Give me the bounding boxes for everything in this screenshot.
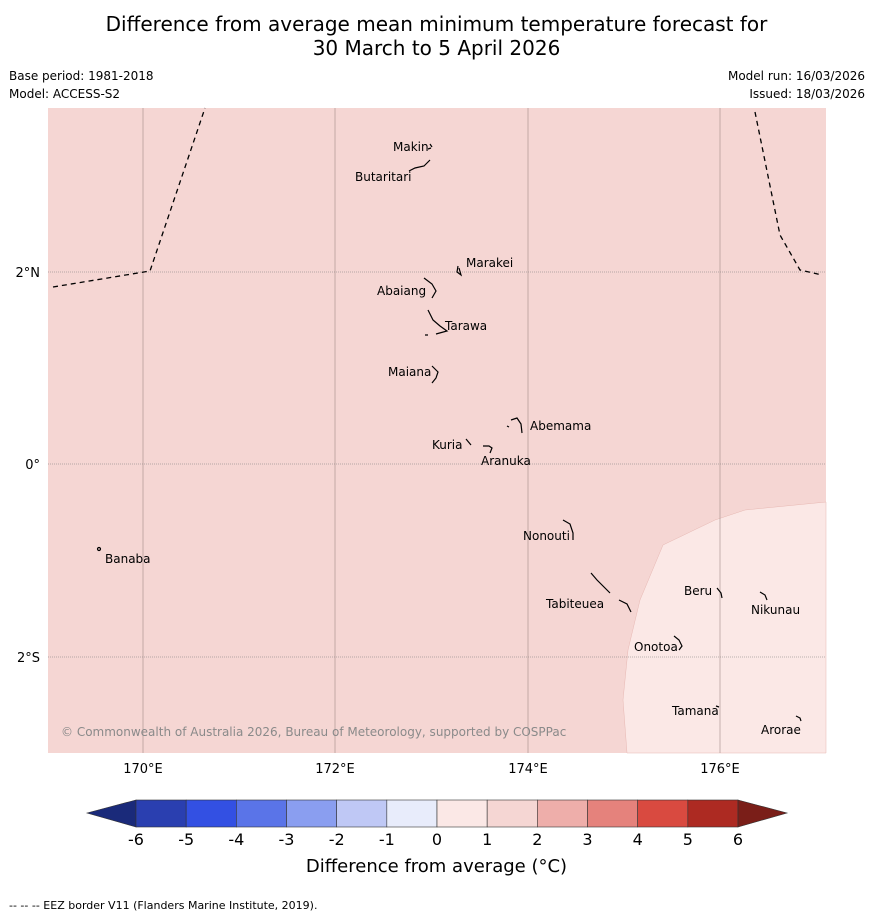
colorbar-tick: 3	[582, 830, 592, 849]
colorbar-tick: 6	[733, 830, 743, 849]
lat-tick-labels: 2°N 0° 2°S	[16, 266, 41, 666]
colorbar-tick: -5	[178, 830, 194, 849]
lon-tick-172e: 172°E	[315, 762, 355, 777]
island-maiana	[431, 365, 439, 384]
island-nikunau	[759, 591, 768, 601]
colorbar-segment	[236, 799, 287, 828]
label-maiana: Maiana	[388, 365, 431, 379]
label-abemama: Abemama	[530, 419, 591, 433]
meta-left: Base period: 1981-2018 Model: ACCESS-S2	[9, 67, 154, 103]
colorbar-segment	[537, 799, 588, 828]
colorbar-tick: 4	[633, 830, 643, 849]
eez-border-east	[754, 111, 823, 276]
colorbar-segments	[135, 799, 739, 828]
colorbar-under-arrow	[85, 799, 137, 828]
colorbar-tick: 5	[683, 830, 693, 849]
eez-footnote: -- -- -- EEZ border V11 (Flanders Marine…	[9, 899, 318, 912]
lat-tick-0: 0°	[25, 458, 40, 473]
island-marakei	[456, 265, 463, 277]
title-line-1: Difference from average mean minimum tem…	[105, 12, 768, 36]
issued-date: Issued: 18/03/2026	[749, 87, 865, 101]
island-nonouti	[562, 519, 574, 540]
colorbar-tick: -6	[128, 830, 144, 849]
lon-tick-174e: 174°E	[508, 762, 548, 777]
colorbar-segment	[637, 799, 689, 828]
lon-tick-176e: 176°E	[700, 762, 740, 777]
model-run: Model run: 16/03/2026	[727, 69, 865, 83]
label-tabiteuea: Tabiteuea	[545, 597, 604, 611]
colorbar-tick: 1	[482, 830, 492, 849]
label-arorae: Arorae	[761, 723, 801, 737]
eez-borders	[52, 107, 823, 288]
gridlines	[48, 271, 826, 658]
place-labels: Makin Butaritari Marakei Abaiang Tarawa …	[105, 140, 801, 737]
base-period: Base period: 1981-2018	[9, 69, 154, 83]
label-tarawa: Tarawa	[444, 319, 487, 333]
meridians	[142, 108, 721, 753]
island-tabiteuea	[590, 572, 632, 613]
colorbar-tick: -4	[228, 830, 244, 849]
colorbar-segment	[486, 799, 538, 828]
meta-right: Model run: 16/03/2026 Issued: 18/03/2026	[728, 67, 865, 103]
label-tamana: Tamana	[671, 704, 719, 718]
island-tamana	[715, 705, 720, 708]
lat-tick-2n: 2°N	[16, 266, 41, 281]
map-title: Difference from average mean minimum tem…	[0, 12, 873, 60]
copyright-notice: © Commonwealth of Australia 2026, Bureau…	[61, 725, 566, 739]
colorbar: -6 -5 -4 -3 -2 -1 0 1 2 3 4 5 6	[85, 799, 789, 849]
title-line-2: 30 March to 5 April 2026	[312, 36, 561, 60]
colorbar-segment	[185, 799, 237, 828]
island-tarawa	[425, 309, 449, 336]
label-makin: Makin	[393, 140, 429, 154]
lat-tick-2s: 2°S	[17, 651, 40, 666]
island-abemama	[506, 417, 523, 434]
colorbar-segment	[135, 799, 187, 828]
island-kuria	[465, 438, 472, 446]
colorbar-tick-labels: -6 -5 -4 -3 -2 -1 0 1 2 3 4 5 6	[128, 830, 743, 849]
island-arorae	[795, 715, 802, 722]
island-makin	[427, 143, 433, 150]
colorbar-tick: 0	[432, 830, 442, 849]
lon-tick-labels: 170°E 172°E 174°E 176°E	[123, 762, 740, 777]
island-banaba	[96, 546, 102, 552]
colorbar-tick: -2	[329, 830, 345, 849]
label-banaba: Banaba	[105, 552, 151, 566]
label-nikunau: Nikunau	[751, 603, 800, 617]
colorbar-segment	[436, 799, 488, 828]
colorbar-segment	[386, 799, 438, 828]
label-onotoa: Onotoa	[634, 640, 678, 654]
colorbar-tick: -1	[379, 830, 395, 849]
island-beru	[716, 587, 723, 599]
island-butaritari	[408, 159, 431, 172]
island-abaiang	[423, 277, 437, 299]
label-abaiang: Abaiang	[377, 284, 426, 298]
model-name: Model: ACCESS-S2	[9, 87, 121, 101]
label-aranuka: Aranuka	[481, 454, 531, 468]
anomaly-region-low	[622, 501, 827, 754]
colorbar-tick: -3	[279, 830, 295, 849]
colorbar-segment	[687, 799, 739, 828]
island-aranuka	[483, 445, 493, 454]
islands	[96, 143, 802, 722]
label-kuria: Kuria	[432, 438, 463, 452]
label-marakei: Marakei	[466, 256, 513, 270]
label-butaritari: Butaritari	[355, 170, 412, 184]
lon-tick-170e: 170°E	[123, 762, 163, 777]
colorbar-tick: 2	[532, 830, 542, 849]
label-nonouti: Nonouti	[523, 529, 570, 543]
colorbar-segment	[587, 799, 638, 828]
colorbar-label: Difference from average (°C)	[305, 856, 568, 877]
island-onotoa	[673, 635, 683, 651]
colorbar-segment	[336, 799, 388, 828]
colorbar-over-arrow	[737, 799, 789, 828]
label-beru: Beru	[684, 584, 712, 598]
colorbar-segment	[286, 799, 337, 828]
